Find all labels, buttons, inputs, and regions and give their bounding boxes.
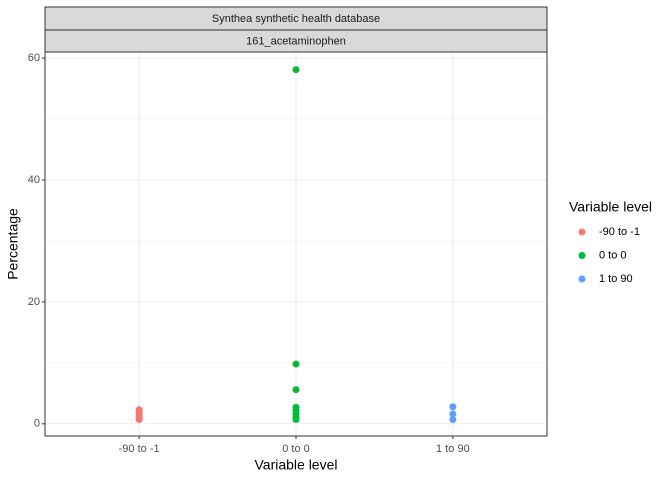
y-axis-title: Percentage <box>5 208 21 280</box>
x-axis-title: Variable level <box>254 457 337 473</box>
point <box>292 386 300 394</box>
legend-key <box>578 252 586 259</box>
point <box>292 66 300 74</box>
legend-key <box>578 275 586 283</box>
legend-title: Variable level <box>569 199 652 215</box>
point <box>449 403 457 411</box>
legend-label: 0 to 0 <box>599 249 627 261</box>
y-tick-label: 0 <box>34 418 40 430</box>
strip-label: 161_acetaminophen <box>246 35 346 47</box>
strip-label: Synthea synthetic health database <box>212 13 380 25</box>
panel-border <box>44 51 548 437</box>
point <box>292 416 300 424</box>
y-tick-label: 20 <box>28 296 40 308</box>
legend-label: -90 to -1 <box>599 226 640 238</box>
point <box>292 360 300 368</box>
legend-key <box>578 228 586 236</box>
point <box>135 416 143 424</box>
x-tick-label: -90 to -1 <box>119 443 160 455</box>
y-tick-label: 40 <box>28 174 40 186</box>
y-tick-label: 60 <box>28 52 40 64</box>
x-tick-label: 0 to 0 <box>282 443 310 455</box>
point <box>449 410 457 418</box>
legend-label: 1 to 90 <box>599 273 633 285</box>
x-tick-label: 1 to 90 <box>436 443 470 455</box>
point <box>449 416 457 424</box>
